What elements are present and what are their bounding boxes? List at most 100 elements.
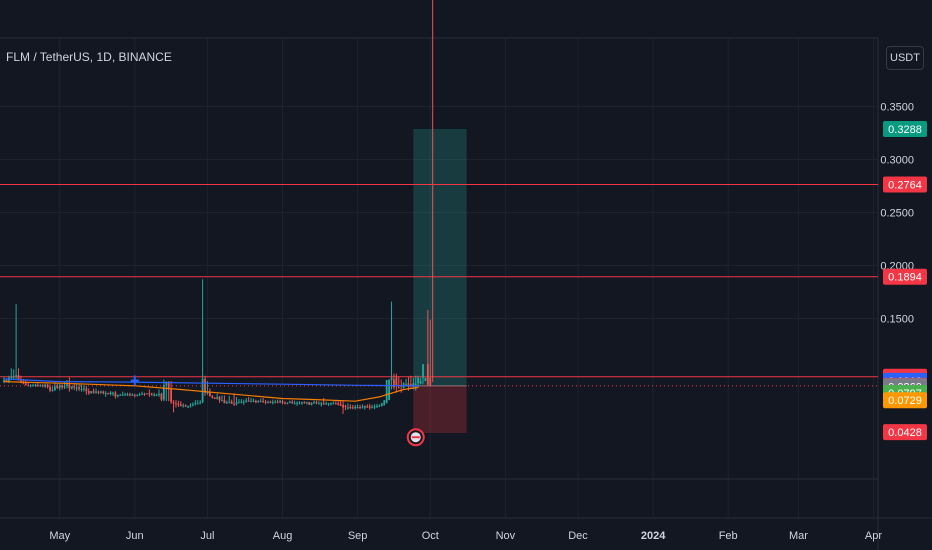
candle-body bbox=[53, 386, 56, 391]
candle-body bbox=[380, 403, 383, 406]
candle-body bbox=[417, 377, 420, 384]
candle-body bbox=[376, 405, 378, 408]
candle-body bbox=[334, 403, 337, 405]
moving-average-line bbox=[3, 381, 419, 402]
candle-body bbox=[187, 406, 189, 408]
candle-body bbox=[160, 393, 163, 400]
candle-body bbox=[70, 386, 73, 389]
candle-body bbox=[257, 401, 260, 403]
candle-body bbox=[58, 385, 61, 388]
candle-body bbox=[177, 403, 180, 405]
price-label[interactable] bbox=[883, 268, 927, 285]
candle-body bbox=[167, 382, 170, 390]
candle-body bbox=[395, 377, 398, 386]
candle-body bbox=[83, 388, 85, 390]
candle-body bbox=[32, 385, 34, 387]
candle-body bbox=[27, 385, 30, 387]
price-label[interactable] bbox=[883, 392, 927, 409]
candle-body bbox=[87, 391, 90, 394]
candle-body bbox=[373, 406, 376, 408]
candle-body bbox=[218, 396, 221, 401]
x-tick-label: Jul bbox=[200, 530, 214, 542]
candle-body bbox=[313, 402, 315, 404]
candle-body bbox=[109, 392, 112, 395]
candle-body bbox=[104, 393, 107, 395]
candle-body bbox=[250, 401, 252, 403]
candle-body bbox=[92, 391, 95, 393]
candle-body bbox=[138, 394, 141, 396]
candle-body bbox=[325, 403, 328, 405]
y-tick-label: 0.2500 bbox=[880, 208, 914, 220]
candle-body bbox=[286, 402, 289, 404]
candle-body bbox=[85, 388, 88, 392]
x-tick-label: Feb bbox=[719, 530, 738, 542]
candle-body bbox=[126, 394, 129, 396]
price-label[interactable] bbox=[883, 176, 927, 193]
candle-body bbox=[390, 377, 393, 380]
candle-body bbox=[414, 383, 417, 386]
candle-body bbox=[393, 379, 395, 388]
x-tick-label: Oct bbox=[422, 530, 439, 542]
moving-averages bbox=[3, 378, 419, 402]
candle-body bbox=[281, 401, 284, 403]
candle-body bbox=[46, 384, 49, 387]
candle-body bbox=[192, 404, 194, 406]
candle-body bbox=[15, 375, 18, 377]
candle-body bbox=[90, 391, 93, 394]
candle-body bbox=[221, 400, 223, 402]
candle-body bbox=[97, 391, 100, 393]
candle-body bbox=[317, 403, 320, 405]
candle-body bbox=[342, 404, 344, 408]
candle-body bbox=[29, 385, 32, 387]
candle-body bbox=[116, 394, 119, 397]
candle-body bbox=[264, 401, 267, 403]
candle-body bbox=[332, 403, 335, 405]
candle-body bbox=[368, 405, 371, 408]
candle-body bbox=[66, 384, 68, 386]
candle-body bbox=[322, 403, 325, 405]
candle-body bbox=[34, 384, 37, 386]
candle-body bbox=[383, 400, 386, 406]
candle-body bbox=[242, 401, 245, 403]
event-flag-icon[interactable] bbox=[406, 428, 425, 447]
candle-body bbox=[5, 379, 8, 383]
candle-body bbox=[347, 407, 349, 409]
x-tick-label: Mar bbox=[789, 530, 808, 542]
candle-body bbox=[12, 376, 15, 378]
candle-body bbox=[240, 401, 243, 403]
price-label[interactable] bbox=[883, 120, 927, 137]
candle-body bbox=[245, 400, 248, 402]
candle-body bbox=[366, 406, 369, 408]
candle-body bbox=[247, 400, 250, 402]
candle-body bbox=[179, 404, 182, 406]
candle-body bbox=[279, 401, 282, 403]
x-tick-label: Aug bbox=[273, 530, 293, 542]
currency-button[interactable]: USDT bbox=[886, 46, 924, 70]
candle-body bbox=[99, 391, 102, 393]
candle-body bbox=[24, 383, 27, 386]
x-tick-label: May bbox=[49, 530, 70, 542]
candle-body bbox=[3, 379, 5, 383]
x-tick-label: Nov bbox=[496, 530, 516, 542]
grid bbox=[0, 37, 932, 550]
candle-body bbox=[233, 403, 235, 405]
candle-body bbox=[199, 402, 202, 404]
candle-body bbox=[39, 385, 42, 387]
candle-body bbox=[337, 403, 340, 405]
horizontal-levels[interactable] bbox=[0, 184, 878, 387]
candle-body bbox=[291, 401, 294, 404]
position-zones bbox=[413, 128, 467, 433]
candle-body bbox=[196, 403, 199, 405]
candle-body bbox=[407, 383, 410, 387]
candle-body bbox=[320, 403, 323, 405]
candle-body bbox=[22, 382, 25, 384]
price-label[interactable] bbox=[883, 424, 927, 441]
candle-body bbox=[254, 400, 257, 403]
candle-body bbox=[388, 379, 390, 401]
candle-body bbox=[429, 377, 432, 386]
candle-body bbox=[184, 405, 187, 407]
candle-body bbox=[170, 389, 173, 403]
candle-body bbox=[102, 391, 105, 394]
